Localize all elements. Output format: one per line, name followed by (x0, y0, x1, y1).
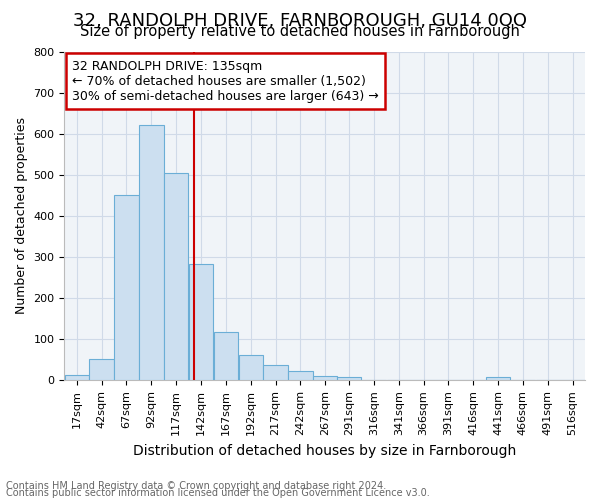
Bar (239, 355, 263, 380)
Bar (139, 126, 164, 380)
Bar (65, 376, 89, 380)
Bar (115, 196, 139, 380)
Bar (486, 377, 510, 380)
Text: Contains HM Land Registry data © Crown copyright and database right 2024.: Contains HM Land Registry data © Crown c… (6, 481, 386, 491)
Text: Contains public sector information licensed under the Open Government Licence v3: Contains public sector information licen… (6, 488, 430, 498)
Text: 32, RANDOLPH DRIVE, FARNBOROUGH, GU14 0QQ: 32, RANDOLPH DRIVE, FARNBOROUGH, GU14 0Q… (73, 12, 527, 30)
Bar (263, 365, 287, 380)
Bar (337, 377, 361, 380)
Bar (164, 173, 188, 380)
X-axis label: Distribution of detached houses by size in Farnborough: Distribution of detached houses by size … (133, 444, 517, 458)
Bar (89, 359, 114, 380)
Bar (214, 332, 238, 380)
Bar (313, 376, 337, 380)
Bar (288, 372, 313, 380)
Title: 32, RANDOLPH DRIVE, FARNBOROUGH, GU14 0QQ
Size of property relative to detached : 32, RANDOLPH DRIVE, FARNBOROUGH, GU14 0Q… (0, 499, 1, 500)
Y-axis label: Number of detached properties: Number of detached properties (15, 118, 28, 314)
Text: 32 RANDOLPH DRIVE: 135sqm
← 70% of detached houses are smaller (1,502)
30% of se: 32 RANDOLPH DRIVE: 135sqm ← 70% of detac… (72, 60, 379, 102)
Bar (189, 264, 213, 380)
Text: Size of property relative to detached houses in Farnborough: Size of property relative to detached ho… (80, 24, 520, 39)
